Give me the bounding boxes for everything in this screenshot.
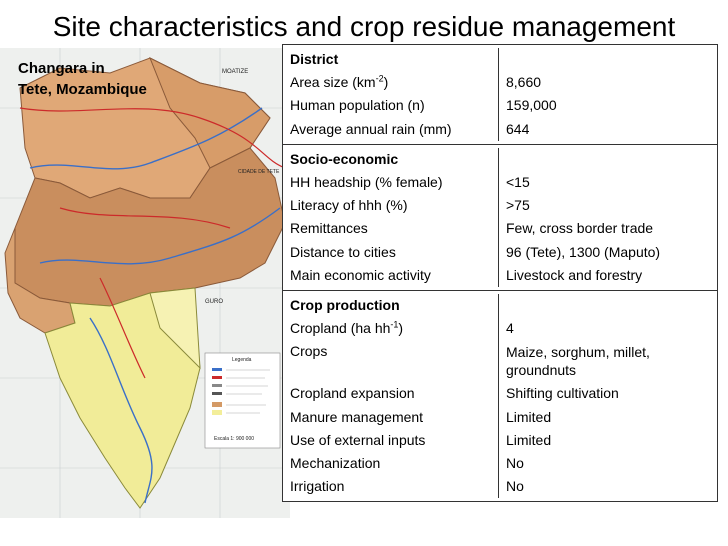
row-value: Shifting cultivation	[498, 382, 717, 406]
row-value: Livestock and forestry	[498, 263, 717, 288]
row-label: Literacy of hhh (%)	[290, 197, 408, 214]
row-label: Average annual rain (mm)	[290, 120, 452, 137]
section-header: Crop production	[290, 297, 400, 314]
row-label: Crops	[290, 343, 328, 360]
row-label: Use of external inputs	[290, 431, 426, 448]
row-label: Area size (km-2)	[290, 73, 389, 91]
table-row: Area size (km-2) 8,660	[283, 71, 717, 95]
table-row: Main economic activity Livestock and for…	[283, 263, 717, 288]
map-label-guro: GURO	[205, 299, 223, 305]
table-row: HH headship (% female) <15	[283, 171, 717, 195]
map-label-moatize: MOATIZE	[222, 69, 248, 75]
map-rivers	[29, 107, 281, 504]
table-row: Cropland (ha hh-1) 4	[283, 317, 717, 341]
map-caption: Changara in Tete, Mozambique	[18, 58, 147, 100]
characteristics-table: District Area size (km-2) 8,660 Human po…	[282, 44, 718, 503]
section-header: District	[290, 51, 339, 67]
table-row: Distance to cities 96 (Tete), 1300 (Mapu…	[283, 240, 717, 264]
row-value: 96 (Tete), 1300 (Maputo)	[498, 240, 717, 264]
row-value: 8,660	[498, 71, 717, 95]
row-value: Maize, sorghum, millet, groundnuts	[498, 340, 717, 383]
map-region-south-east	[149, 287, 201, 370]
map-label-cidade: CIDADE DE TETE	[238, 169, 280, 175]
row-value: Limited	[498, 428, 717, 453]
row-label: Manure management	[290, 408, 424, 425]
section-header: Socio-economic	[290, 150, 399, 167]
map-caption-line1: Changara in	[18, 60, 105, 77]
row-value: Limited	[498, 405, 717, 429]
table-row: Average annual rain (mm) 644	[283, 117, 717, 141]
row-value: >75	[498, 194, 717, 218]
row-label: Cropland expansion	[290, 385, 415, 402]
row-label: Main economic activity	[290, 266, 431, 283]
table-row: Human population (n) 159,000	[283, 94, 717, 118]
row-label: Mechanization	[290, 455, 381, 472]
table-row: Remittances Few, cross border trade	[283, 217, 717, 241]
slide-title: Site characteristics and crop residue ma…	[52, 11, 676, 42]
row-label: HH headship (% female)	[290, 174, 443, 191]
row-label: Distance to cities	[290, 243, 396, 260]
map-region-south	[44, 287, 201, 509]
row-value: 4	[498, 317, 717, 341]
map-roads	[19, 107, 286, 379]
map-scale: Escala 1: 900 000	[214, 436, 254, 442]
table-row: Manure management Limited	[283, 405, 717, 429]
section-socio-economic: Socio-economic HH headship (% female) <1…	[283, 145, 717, 292]
row-label: Cropland (ha hh-1)	[290, 319, 404, 337]
table-row: Literacy of hhh (%) >75	[283, 194, 717, 218]
row-label: Irrigation	[290, 478, 345, 495]
row-label: Human population (n)	[290, 97, 425, 114]
row-value: Few, cross border trade	[498, 217, 717, 241]
row-value: 644	[498, 117, 717, 141]
svg-text:Legenda: Legenda	[232, 357, 252, 363]
map-caption-line2: Tete, Mozambique	[18, 81, 147, 98]
section-crop-production: Crop production Cropland (ha hh-1) 4 Cro…	[283, 291, 717, 501]
section-district: District Area size (km-2) 8,660 Human po…	[283, 45, 717, 145]
table-row: Use of external inputs Limited	[283, 428, 717, 453]
row-label: Remittances	[290, 220, 368, 237]
map-legend: Legenda Escala 1: 900 000	[204, 352, 281, 449]
table-row: Mechanization No	[283, 452, 717, 476]
table-row: Cropland expansion Shifting cultivation	[283, 382, 717, 406]
table-row: Irrigation No	[283, 475, 717, 499]
row-value: No	[498, 452, 717, 476]
row-value: 159,000	[498, 94, 717, 118]
row-value: No	[498, 475, 717, 499]
table-row: Crops Maize, sorghum, millet, groundnuts	[283, 340, 717, 383]
district-map: MOATIZE CIDADE DE TETE GURO Legenda Esca…	[0, 48, 290, 518]
row-value: <15	[498, 171, 717, 195]
